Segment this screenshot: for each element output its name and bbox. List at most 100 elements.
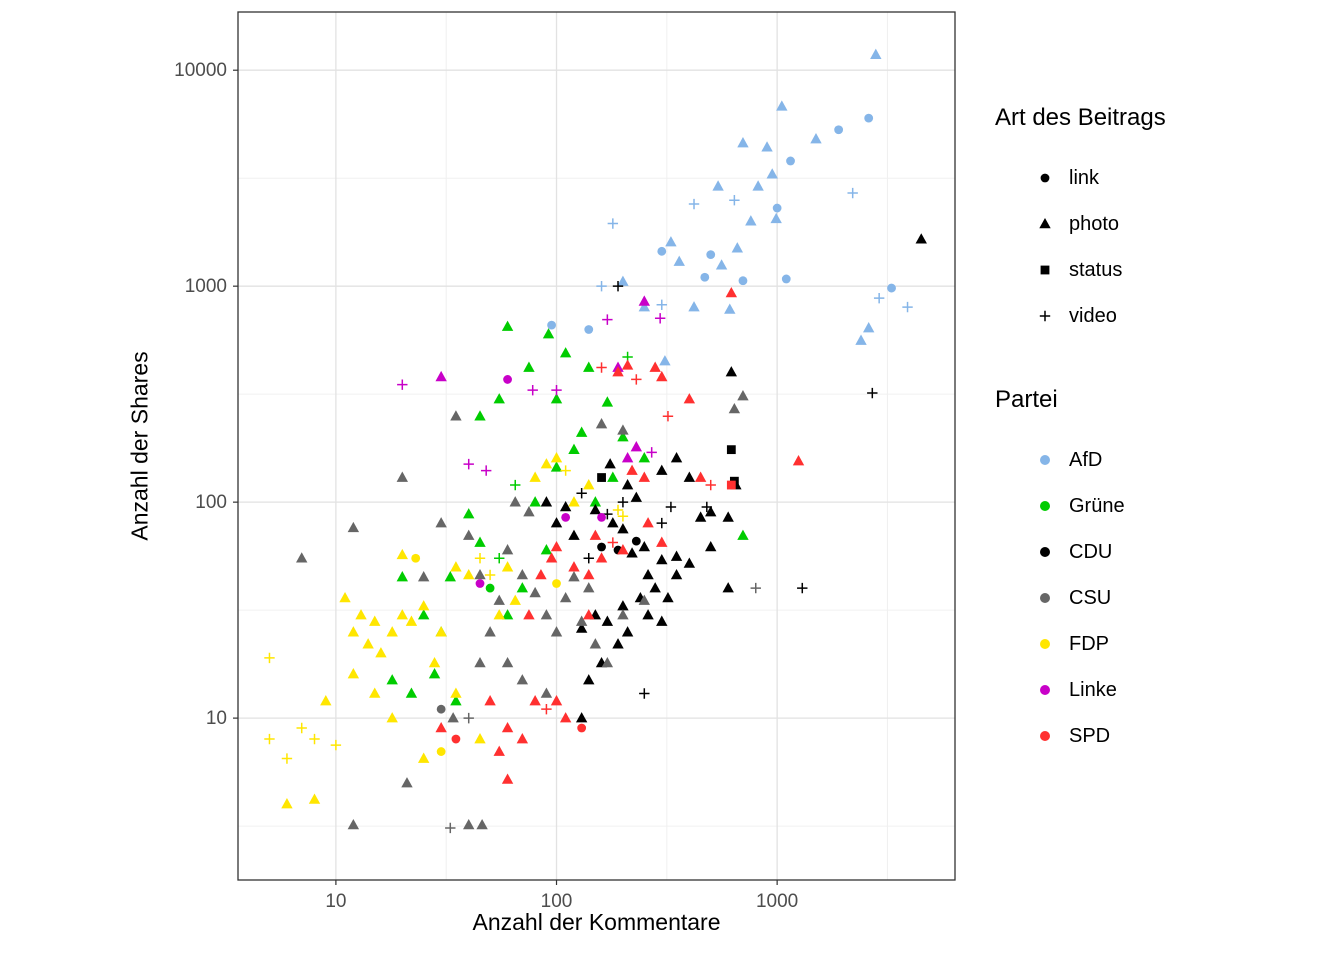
data-point [560,465,571,476]
legend-item-label: photo [1069,212,1120,235]
data-point [776,100,788,111]
data-point [589,503,602,515]
link-marker-icon [1040,173,1050,183]
data-point [550,695,563,706]
data-point [902,301,913,313]
data-point [396,471,409,482]
data-point [281,753,293,764]
data-point [547,320,556,330]
data-point [631,374,642,385]
data-point [656,615,668,626]
data-point [712,180,724,191]
data-point [864,113,874,123]
data-point [583,553,594,564]
legend-item-Linke: Linke [995,667,1315,713]
data-point [726,445,736,455]
data-point [568,443,580,454]
data-point [463,508,475,519]
FDP-color-swatch-icon [1040,639,1050,649]
data-point [375,647,387,658]
data-point [362,638,374,649]
shape-legend-items: link photo status video [995,155,1315,339]
data-point [396,548,409,560]
data-point [501,773,514,784]
data-point [450,687,462,698]
data-point [638,301,651,312]
data-point [550,626,563,637]
data-point [631,536,641,546]
data-point [541,703,552,715]
x-axis-title: Anzahl der Kommentare [472,909,721,935]
data-point [630,441,643,452]
data-point [639,688,650,699]
data-point [607,471,619,482]
data-point [435,626,447,637]
data-point [411,553,421,563]
data-point [551,384,562,396]
x-tick-label: 10 [325,891,346,912]
data-point [386,712,398,723]
video-marker-icon [1039,310,1051,322]
data-point [617,511,629,522]
data-point [612,638,624,649]
data-point [612,280,624,292]
data-point [595,552,608,563]
data-point [725,286,738,298]
data-point [474,568,486,580]
data-point [523,361,535,372]
data-point [705,506,717,517]
data-point [577,723,587,733]
data-point [612,504,624,516]
y-axis-title: Anzahl der Shares [126,351,153,541]
data-point [706,250,716,260]
data-point [501,561,514,572]
data-point [550,452,563,463]
legend-item-label: FDP [1069,632,1109,655]
data-point [347,626,360,637]
data-point [792,455,805,466]
data-point [397,379,408,390]
legend-item-SPD: SPD [995,713,1315,759]
data-point [659,355,671,366]
legend-item-video: video [995,293,1315,339]
data-point [617,523,629,534]
data-point [626,464,638,475]
data-point [638,452,651,463]
data-point [516,733,529,744]
data-point [597,512,606,522]
data-point [396,571,409,582]
data-point [474,536,486,547]
data-point [474,553,486,564]
data-point [867,387,878,399]
data-point [474,656,486,668]
data-point [540,496,553,507]
data-point [683,471,696,482]
data-point [701,501,713,513]
data-point [474,733,486,744]
data-point [501,609,514,620]
data-point [445,822,456,834]
legend-item-label: CDU [1069,540,1113,563]
data-point [670,550,683,561]
data-point [450,410,462,421]
data-point [355,609,367,620]
data-point [621,452,634,463]
data-point [604,458,616,469]
data-point [683,557,696,568]
data-point [638,471,651,482]
data-point [501,544,514,555]
data-point [435,517,447,528]
data-point [550,540,563,552]
data-point [347,818,360,830]
data-point [642,609,654,620]
data-point [638,295,651,306]
data-point [617,275,629,286]
data-point [447,712,459,723]
data-point [347,521,360,533]
data-point [657,246,667,256]
legend-item-CSU: CSU [995,575,1315,621]
data-point [847,187,858,199]
data-point [583,568,595,580]
AfD-color-swatch-icon [1040,455,1050,465]
Grüne-color-swatch-icon [1040,501,1050,511]
